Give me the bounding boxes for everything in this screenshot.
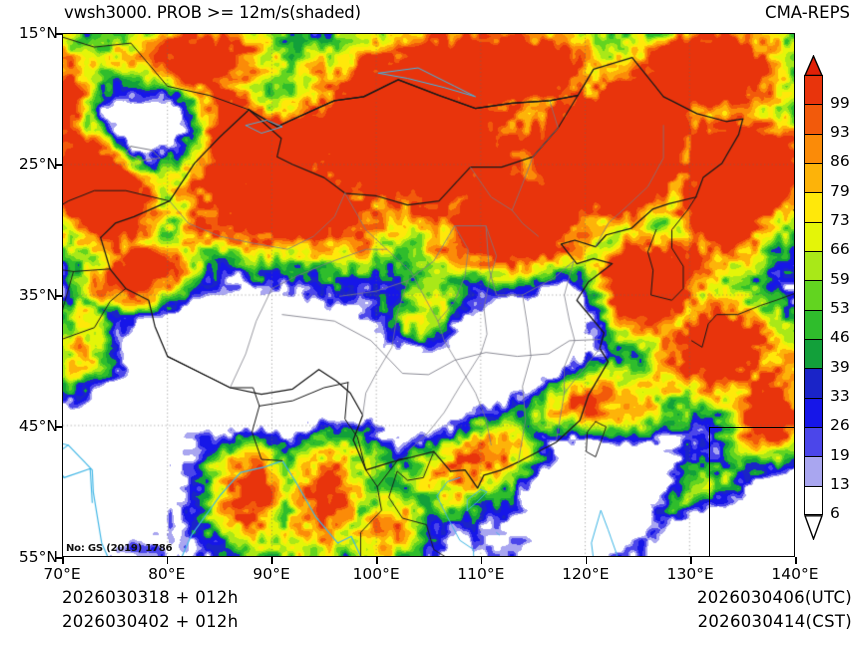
colorbar-tick-label: 39 [830,357,850,376]
colorbar-tick-label: 46 [830,328,850,347]
colorbar-top-arrow [803,54,824,77]
colorbar-tick-label: 13 [830,474,850,493]
colorbar-tick-label: 93 [830,122,850,141]
colorbar-segment [804,280,823,310]
colorbar-segment [804,456,823,486]
x-tick-label: 140°E [771,565,819,583]
x-tick-label: 90°E [252,565,291,583]
colorbar-segment [804,192,823,222]
colorbar-segment [804,75,823,105]
colorbar-tick-label: 86 [830,152,850,171]
x-tick-label: 100°E [352,565,400,583]
y-tick-mark [56,295,63,297]
y-tick-label: 15°N [18,24,58,42]
y-tick-mark [56,164,63,166]
x-tick-mark [480,557,483,564]
colorbar-segment [804,221,823,251]
init-time-cst: 2026030402 + 012h [62,612,239,631]
colorbar: 99 93 86 79 73 66 59 53 46 39 33 26 19 13 6 [803,54,850,542]
colorbar-tick-label: 66 [830,240,850,259]
y-tick-mark [56,426,63,428]
colorbar-tick-label: 26 [830,416,850,435]
y-tick-label: 55°N [18,548,58,566]
colorbar-tick-label: 99 [830,93,850,112]
valid-time-utc: 2026030406(UTC) [696,588,852,607]
x-tick-mark [585,557,588,564]
y-tick-mark [56,557,63,559]
y-tick-label: 35°N [18,286,58,304]
y-tick-label: 45°N [18,417,58,435]
x-tick-label: 70°E [43,565,81,583]
colorbar-segment [804,104,823,134]
init-time-utc: 2026030318 + 012h [62,588,239,607]
x-tick-label: 120°E [561,565,610,583]
x-tick-label: 130°E [666,565,714,583]
x-tick-label: 110°E [457,565,505,583]
x-tick-mark [62,557,64,564]
y-tick-mark [56,33,63,35]
x-tick-mark [376,557,378,564]
x-tick-mark [690,557,692,564]
x-tick-mark [166,557,169,564]
watermark-label: No: GS (2019) 1786 [66,543,173,554]
colorbar-tick-label: 79 [830,181,850,200]
y-tick-label: 25°N [18,155,58,173]
colorbar-bottom-arrow [803,515,824,542]
footer: 2026030318 + 012h 2026030402 + 012h 2026… [0,588,860,644]
map-plot-area: No: GS (2019) 1786 [62,33,795,557]
colorbar-segment [804,485,823,515]
colorbar-tick-label: 73 [830,210,850,229]
colorbar-segment [804,133,823,163]
valid-time-cst: 2026030414(CST) [697,612,852,631]
colorbar-segment [804,427,823,457]
chart-title: vwsh3000. PROB >= 12m/s(shaded) [64,3,361,22]
colorbar-tick-label: 59 [830,269,850,288]
x-tick-label: 80°E [148,565,186,583]
colorbar-tick-label: 6 [830,504,840,523]
colorbar-segment [804,339,823,369]
colorbar-segment [804,163,823,193]
colorbar-segment [804,309,823,339]
colorbar-tick-label: 19 [830,445,850,464]
x-tick-mark [795,557,797,564]
colorbar-tick-label: 33 [830,386,850,405]
probability-field-canvas [63,34,794,556]
colorbar-tick-label: 53 [830,298,850,317]
x-tick-mark [271,557,274,564]
colorbar-segment [804,368,823,398]
colorbar-segment [804,397,823,427]
colorbar-segment [804,251,823,281]
model-label: CMA-REPS [765,3,850,22]
